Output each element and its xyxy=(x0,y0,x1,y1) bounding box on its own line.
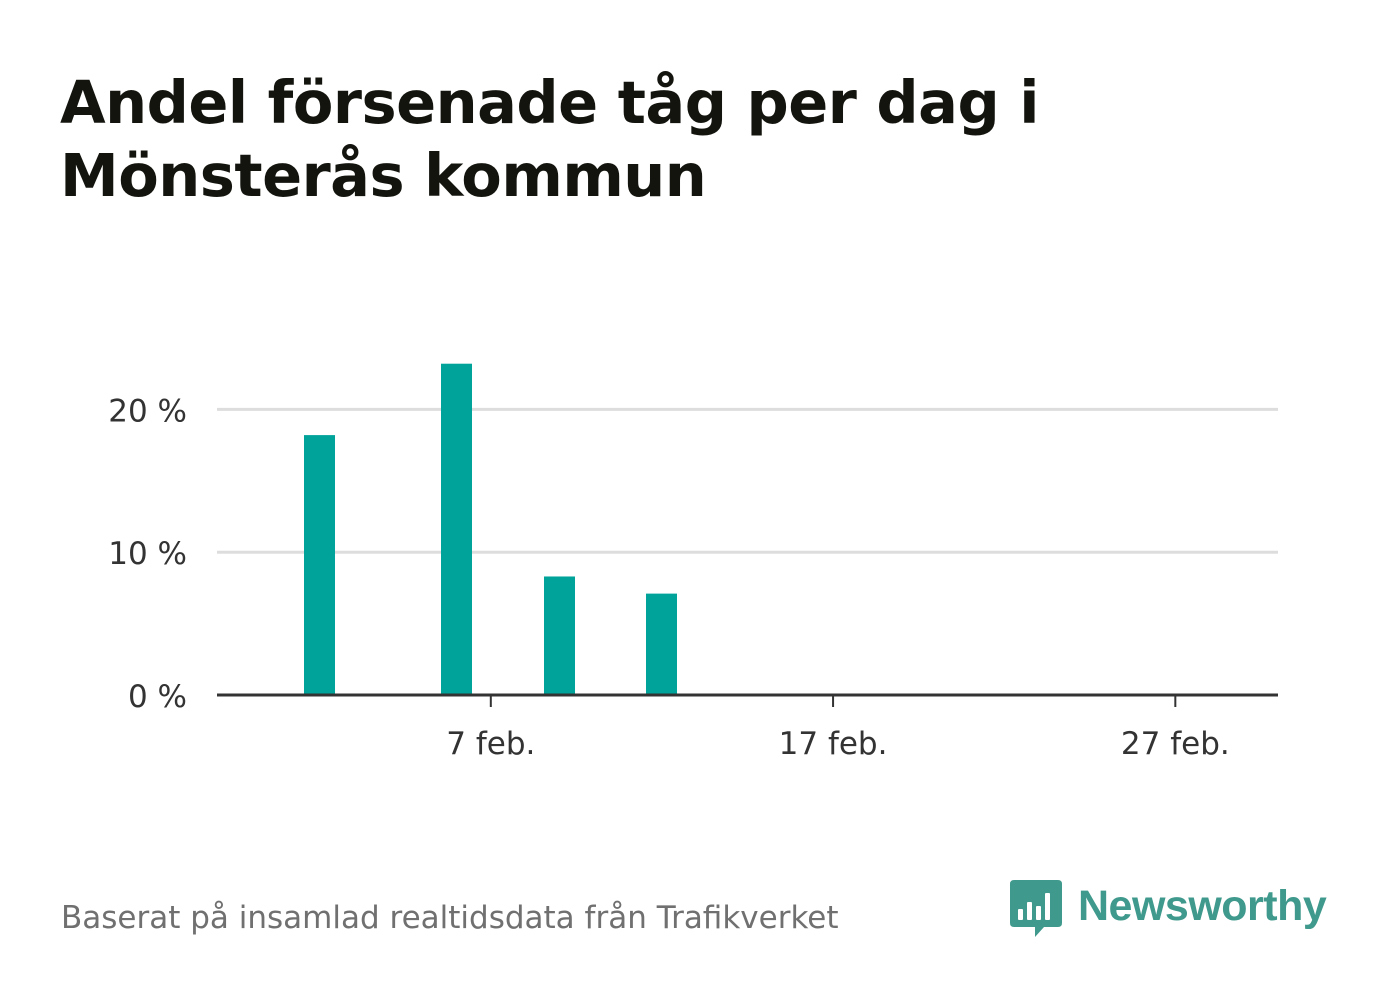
y-tick-label: 10 % xyxy=(108,536,187,572)
tick-labels: 0 % 10 % 20 % 7 feb. 17 feb. 27 feb. xyxy=(108,393,1230,762)
bar-chart-speech-bubble-icon xyxy=(1010,880,1062,937)
bar xyxy=(646,593,677,695)
bar xyxy=(304,435,335,695)
brand-logo: Newsworthy xyxy=(1010,878,1330,940)
brand-name: Newsworthy xyxy=(1078,882,1327,930)
bar xyxy=(544,576,575,695)
x-tick-label: 17 feb. xyxy=(779,726,888,762)
y-tick-label: 20 % xyxy=(108,393,187,429)
x-tick-label: 7 feb. xyxy=(446,726,535,762)
y-tick-label: 0 % xyxy=(128,679,187,715)
bar xyxy=(441,363,472,695)
axes xyxy=(217,693,1278,707)
bars xyxy=(304,363,677,695)
chart-title: Andel försenade tåg per dag i Mönsterås … xyxy=(60,68,1039,210)
x-tick-label: 27 feb. xyxy=(1121,726,1230,762)
grid-lines xyxy=(217,407,1278,554)
source-note: Baserat på insamlad realtidsdata från Tr… xyxy=(61,900,839,936)
